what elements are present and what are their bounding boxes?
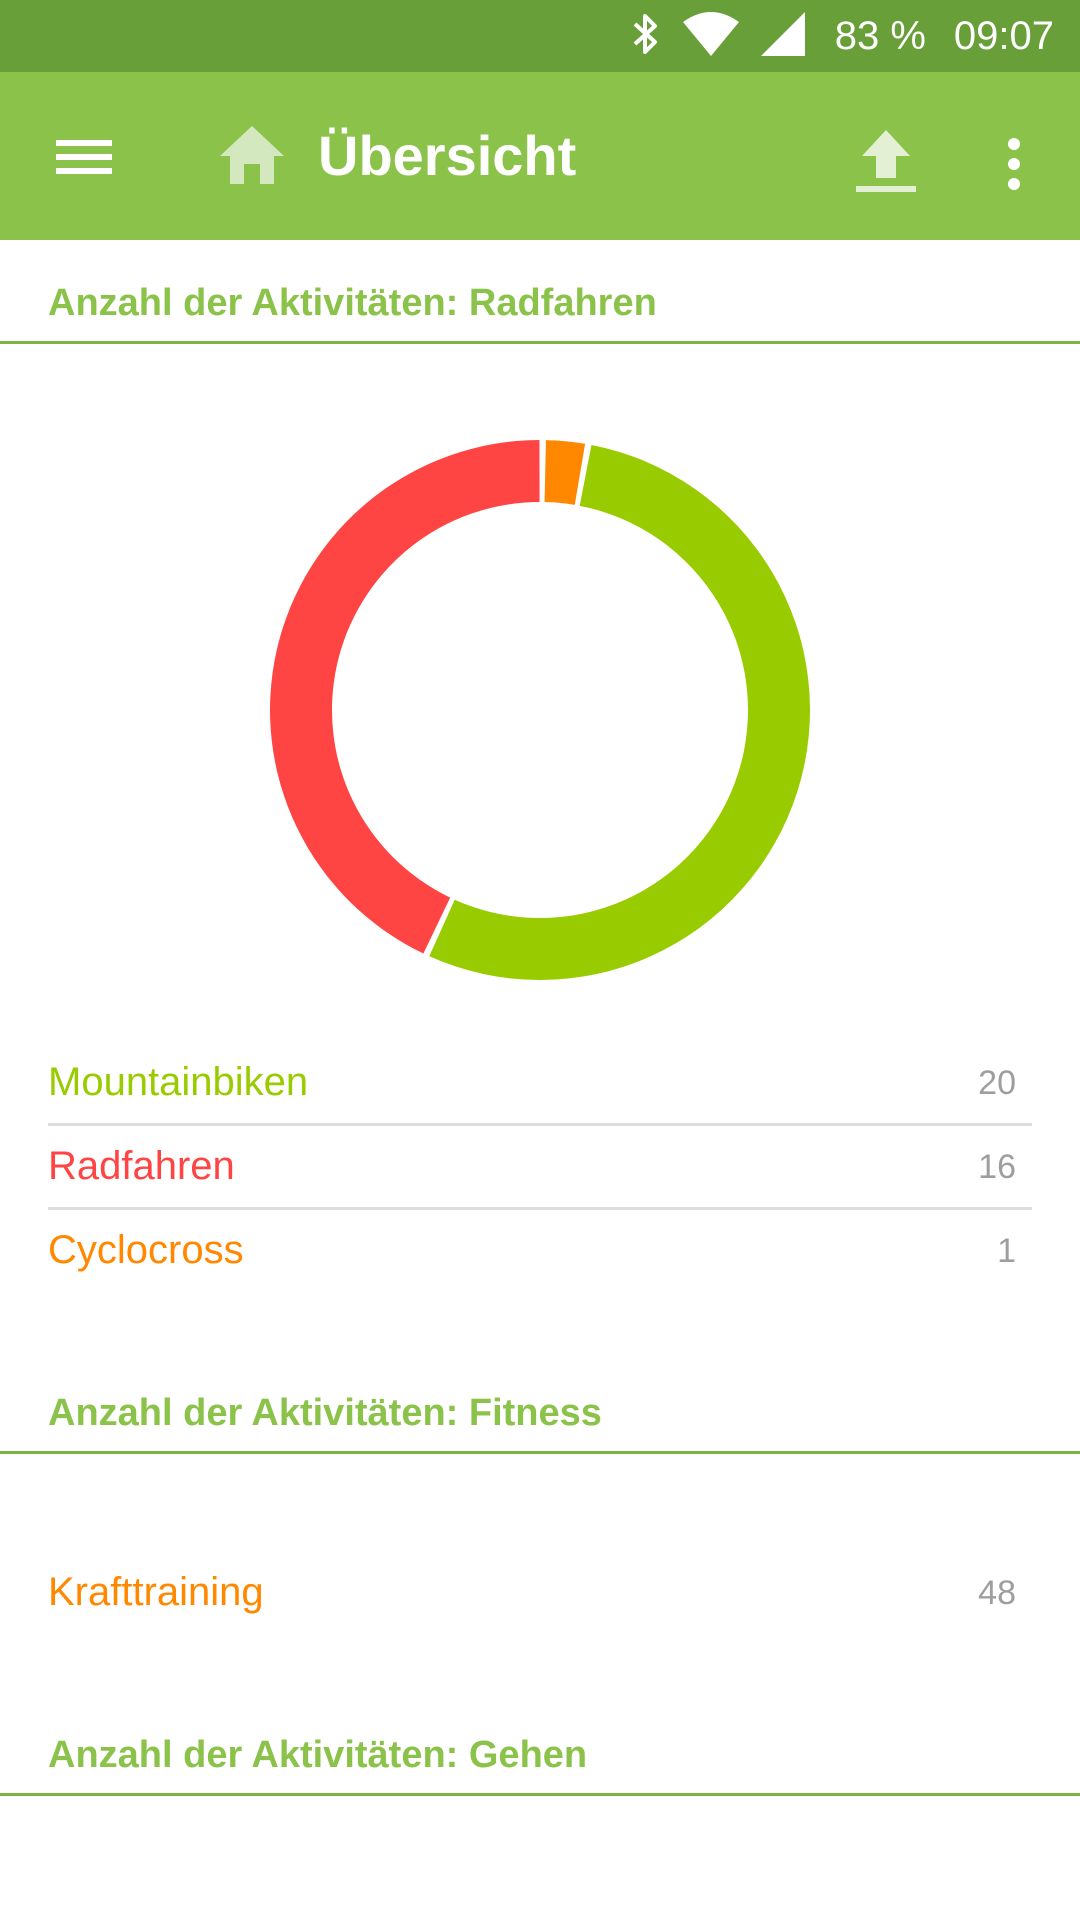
list-item-mountainbiken[interactable]: Mountainbiken 20 bbox=[48, 1042, 1032, 1126]
section-title: Anzahl der Aktivitäten: Gehen bbox=[48, 1734, 588, 1776]
list-item-value: 48 bbox=[978, 1574, 1016, 1612]
list-item-label: Mountainbiken bbox=[48, 1060, 309, 1104]
menu-button[interactable] bbox=[40, 116, 128, 196]
donut-slice-radfahren bbox=[270, 440, 540, 954]
status-bar: 83 % 09:07 bbox=[0, 0, 1080, 72]
list-item-label: Krafttraining bbox=[48, 1570, 264, 1614]
list-item-value: 1 bbox=[997, 1232, 1016, 1270]
more-vert-icon bbox=[1008, 138, 1020, 190]
app-bar: Übersicht bbox=[0, 72, 1080, 240]
clock: 09:07 bbox=[953, 13, 1054, 58]
battery-percent: 83 % bbox=[834, 13, 926, 58]
section-header-fitness: Anzahl der Aktivitäten: Fitness bbox=[0, 1382, 1080, 1454]
more-options-button[interactable] bbox=[990, 124, 1038, 204]
list-item-label: Radfahren bbox=[48, 1144, 235, 1188]
section-title: Anzahl der Aktivitäten: Fitness bbox=[48, 1392, 602, 1434]
donut-slice-cyclocross bbox=[544, 440, 586, 505]
wifi-icon bbox=[682, 11, 739, 61]
section-header-radfahren: Anzahl der Aktivitäten: Radfahren bbox=[0, 272, 1080, 344]
upload-icon bbox=[856, 130, 916, 192]
list-item-cyclocross[interactable]: Cyclocross 1 bbox=[48, 1210, 1032, 1294]
list-item-value: 20 bbox=[978, 1064, 1016, 1102]
section-header-gehen: Anzahl der Aktivitäten: Gehen bbox=[0, 1724, 1080, 1796]
signal-icon bbox=[760, 11, 805, 61]
upload-button[interactable] bbox=[846, 124, 926, 204]
list-item-krafttraining[interactable]: Krafttraining 48 bbox=[48, 1552, 1032, 1636]
donut-chart-svg bbox=[270, 440, 811, 981]
donut-chart bbox=[270, 440, 811, 981]
list-item-value: 16 bbox=[978, 1148, 1016, 1186]
section-title: Anzahl der Aktivitäten: Radfahren bbox=[48, 282, 657, 324]
list-item-label: Cyclocross bbox=[48, 1228, 244, 1272]
page-title: Übersicht bbox=[318, 124, 577, 187]
home-icon bbox=[216, 124, 288, 193]
bluetooth-icon bbox=[631, 12, 661, 61]
donut-slice-mountainbiken bbox=[429, 444, 811, 981]
menu-icon bbox=[56, 140, 112, 174]
list-item-radfahren[interactable]: Radfahren 16 bbox=[48, 1126, 1032, 1210]
